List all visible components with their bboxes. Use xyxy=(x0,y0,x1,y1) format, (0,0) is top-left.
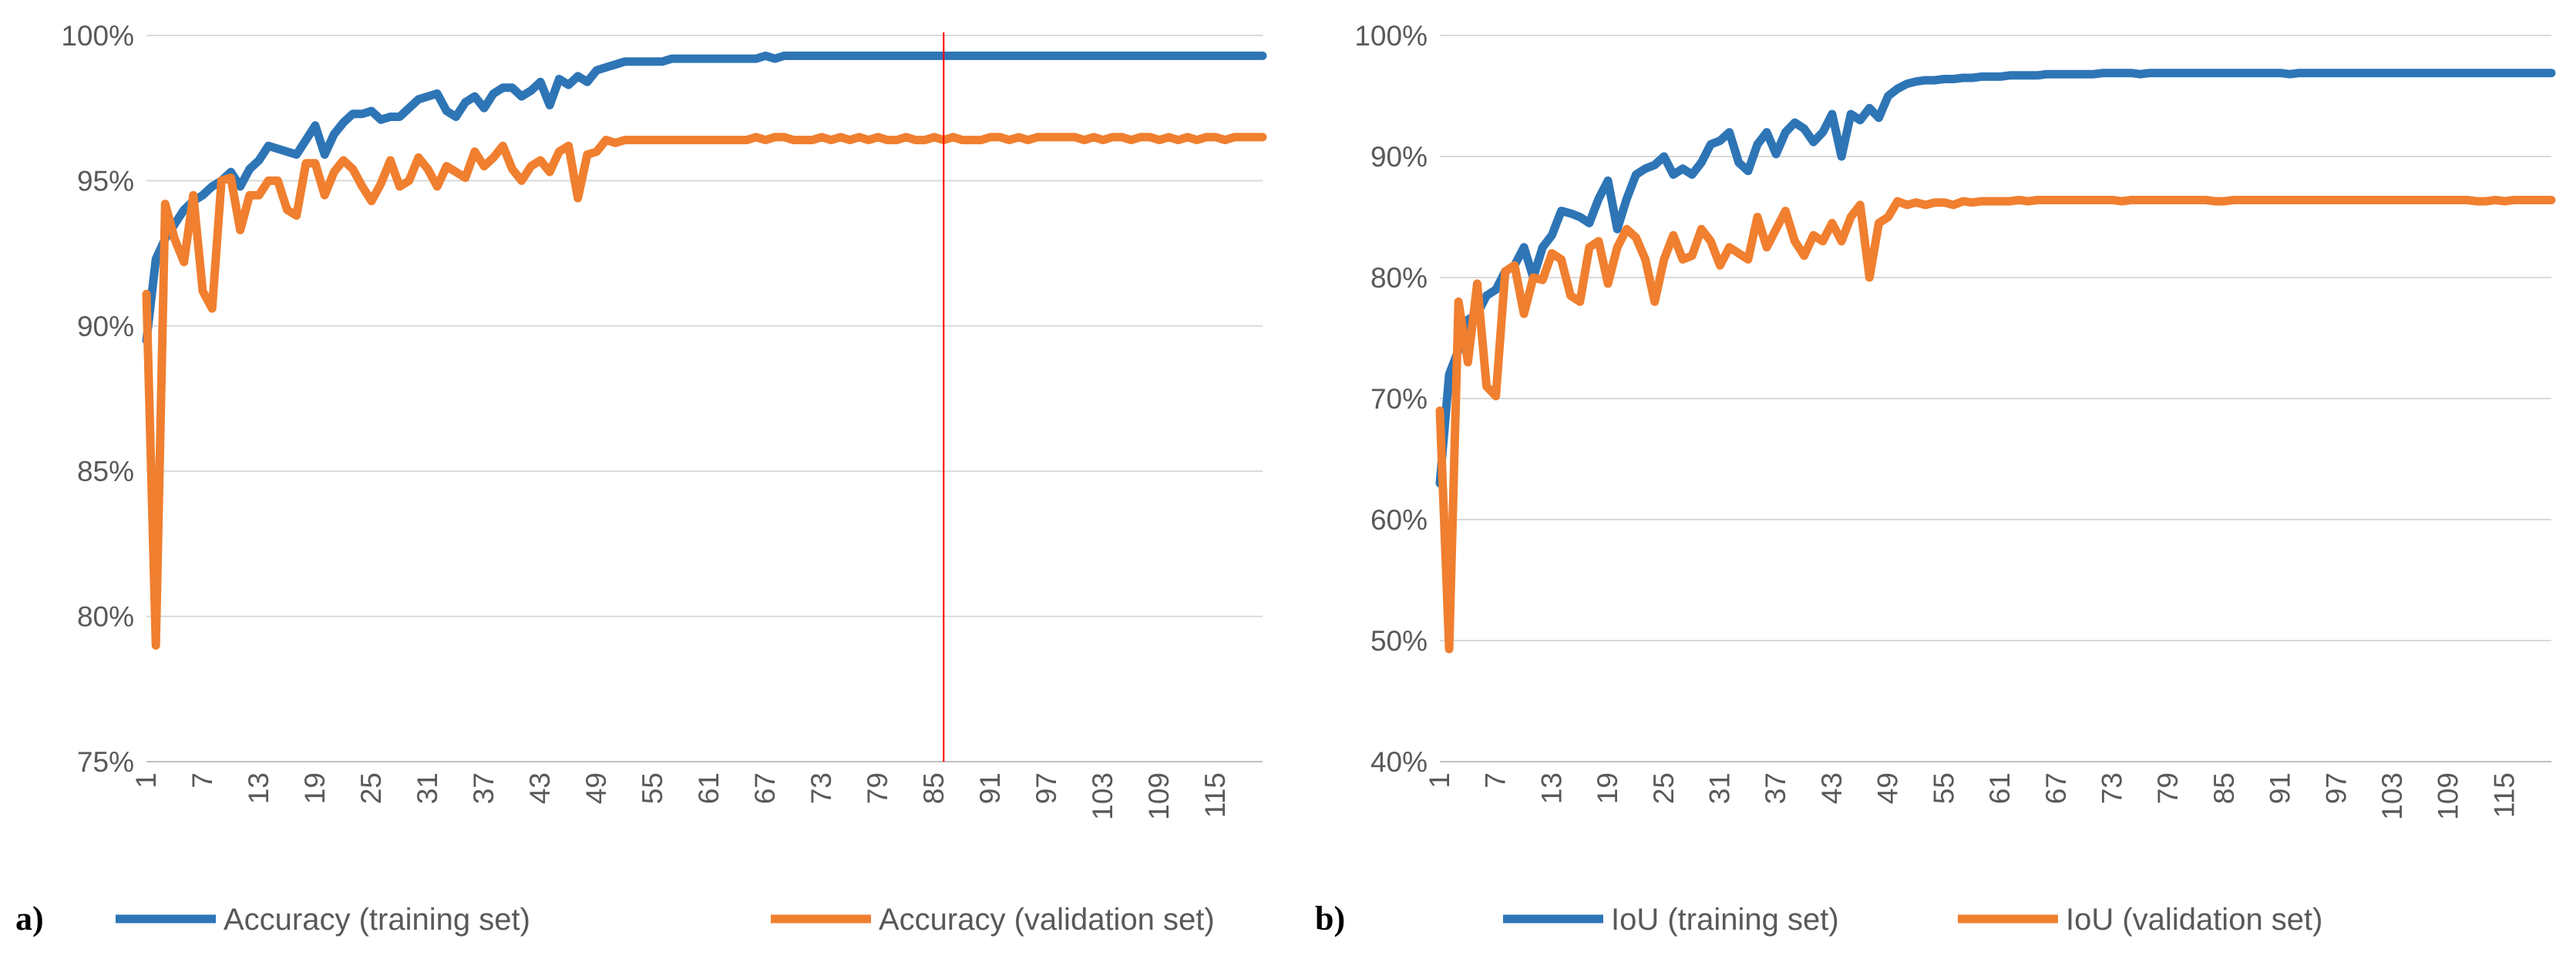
y-tick-label: 80% xyxy=(1370,262,1428,294)
y-tick-label: 95% xyxy=(77,165,134,197)
x-tick-label: 91 xyxy=(2265,772,2296,804)
legend-label-validation: Accuracy (validation set) xyxy=(879,903,1215,937)
x-tick-label: 19 xyxy=(299,772,331,804)
x-tick-label: 43 xyxy=(1816,772,1848,804)
panel-label: b) xyxy=(1315,900,1345,937)
x-tick-label: 97 xyxy=(2320,772,2352,804)
x-tick-label: 25 xyxy=(1648,772,1680,804)
x-tick-label: 115 xyxy=(1199,772,1231,818)
x-tick-label: 13 xyxy=(1535,772,1567,804)
x-tick-label: 25 xyxy=(355,772,387,804)
x-tick-label: 67 xyxy=(749,772,781,804)
x-tick-label: 79 xyxy=(862,772,893,804)
x-tick-label: 49 xyxy=(1872,772,1904,804)
x-tick-label: 85 xyxy=(918,772,950,804)
x-tick-label: 91 xyxy=(974,772,1006,804)
x-tick-label: 31 xyxy=(412,772,443,804)
series-line-validation xyxy=(142,133,1267,650)
legend-label-training: IoU (training set) xyxy=(1611,903,1839,937)
x-tick-label: 7 xyxy=(1480,772,1512,789)
x-tick-label: 73 xyxy=(805,772,837,804)
x-tick-label: 85 xyxy=(2208,772,2240,804)
legend-label-training: Accuracy (training set) xyxy=(224,903,530,937)
x-tick-label: 115 xyxy=(2488,772,2520,818)
panel-label: a) xyxy=(15,900,44,937)
series-line-training xyxy=(1435,69,2556,488)
y-tick-label: 70% xyxy=(1370,383,1428,415)
x-tick-label: 103 xyxy=(2376,772,2408,820)
y-tick-label: 100% xyxy=(61,20,134,52)
x-tick-label: 37 xyxy=(1760,772,1791,804)
chart-iou: 40% 50% 60% 70% 80% 90% 100% 1 7 13 19 25 31 37 43 49 55… xyxy=(1315,20,2556,937)
x-tick-label: 109 xyxy=(1143,772,1175,820)
x-tick-label: 61 xyxy=(693,772,725,804)
x-tick-label: 61 xyxy=(1984,772,2016,804)
x-tick-label: 7 xyxy=(187,772,218,789)
x-tick-label: 79 xyxy=(2152,772,2184,804)
x-tick-label: 19 xyxy=(1592,772,1623,804)
y-tick-label: 60% xyxy=(1370,504,1428,536)
x-tick-label: 67 xyxy=(2040,772,2072,804)
x-tick-label: 109 xyxy=(2433,772,2464,820)
y-tick-label: 90% xyxy=(77,311,134,342)
x-tick-label: 43 xyxy=(524,772,556,804)
x-tick-label: 49 xyxy=(580,772,612,804)
legend-label-validation: IoU (validation set) xyxy=(2066,903,2322,937)
x-tick-label: 97 xyxy=(1031,772,1062,804)
x-tick-label: 55 xyxy=(1928,772,1959,804)
x-tick-label: 73 xyxy=(2096,772,2127,804)
x-tick-label: 37 xyxy=(468,772,499,804)
y-tick-label: 90% xyxy=(1370,141,1428,173)
y-tick-label: 40% xyxy=(1370,746,1428,778)
chart-accuracy: 75% 80% 85% 90% 95% 100% 1 7 13 19 25 31 37 43 49 55 61 6… xyxy=(15,20,1267,937)
y-tick-label: 85% xyxy=(77,456,134,487)
x-tick-label: 103 xyxy=(1087,772,1118,820)
x-tick-label: 55 xyxy=(637,772,668,804)
series-line-validation xyxy=(1435,196,2556,654)
x-tick-label: 13 xyxy=(243,772,274,804)
y-tick-label: 50% xyxy=(1370,625,1428,657)
x-tick-label: 31 xyxy=(1704,772,1736,804)
y-tick-label: 75% xyxy=(77,746,134,778)
series-line-training xyxy=(142,51,1267,345)
y-tick-label: 80% xyxy=(77,601,134,633)
x-tick-label: 1 xyxy=(1424,772,1455,789)
y-tick-label: 100% xyxy=(1354,20,1428,52)
x-tick-label: 1 xyxy=(130,772,162,789)
